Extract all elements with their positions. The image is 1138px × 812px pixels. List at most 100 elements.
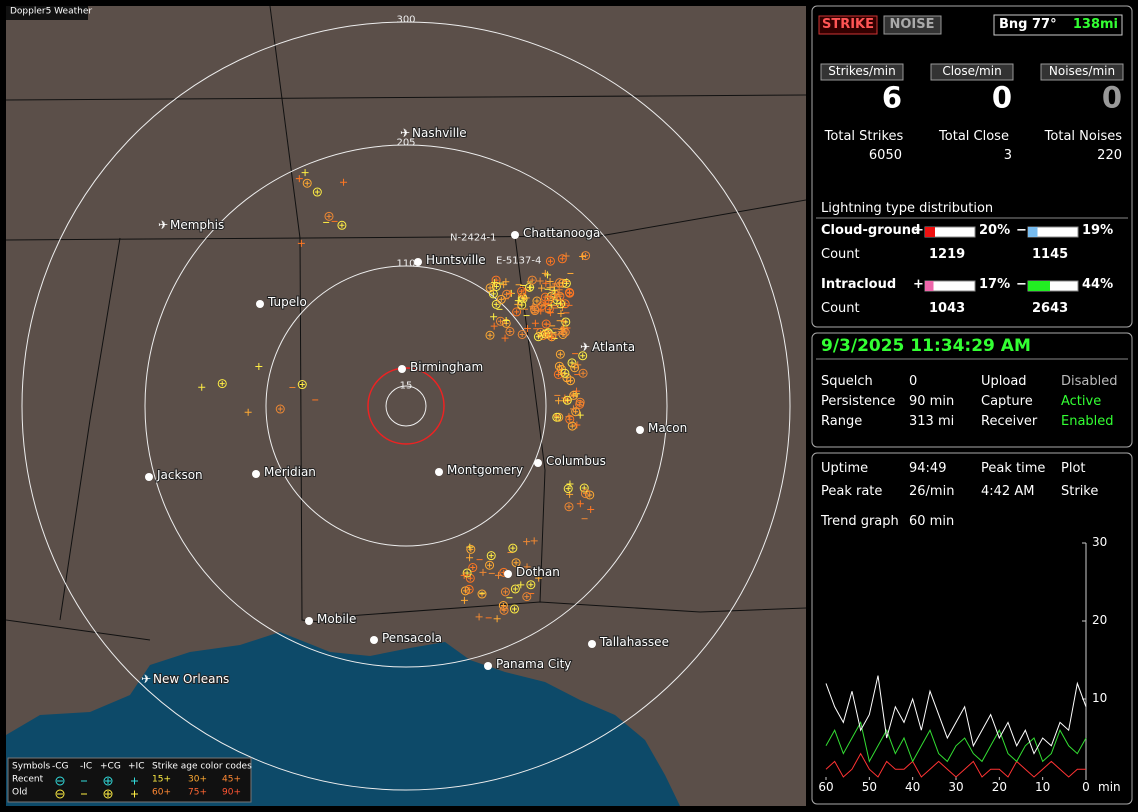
x-tick-label: 30 [948, 780, 963, 794]
strike-symbol [546, 306, 552, 312]
city-dot [414, 258, 422, 266]
strike-symbol [566, 504, 572, 510]
strike-symbol [545, 256, 555, 266]
strike-symbol [528, 582, 534, 588]
strike-symbol [557, 351, 563, 357]
city-label: Memphis [170, 218, 224, 232]
strike-symbol [470, 565, 476, 571]
strike-symbol [560, 327, 570, 337]
setting: Receiver [981, 414, 1038, 429]
ring-label: 15 [400, 380, 413, 391]
bearing: Bng 77° [999, 17, 1057, 32]
rate-label: Strikes/min [828, 64, 895, 78]
strike-symbol [569, 405, 577, 413]
trend-line [825, 675, 1087, 755]
strike-symbol [579, 483, 589, 493]
strike-symbol [501, 334, 509, 342]
panel [811, 5, 1133, 328]
strike-symbol [512, 307, 522, 317]
airport-icon: ✈ [141, 672, 151, 686]
city-label: Chattanooga [523, 226, 600, 240]
stat: 4:42 AM [981, 484, 1034, 499]
strike-symbol [314, 189, 320, 195]
city-label: Meridian [264, 465, 316, 479]
strike-symbol [297, 239, 305, 247]
strike-symbol [508, 543, 518, 553]
count-label: Count [821, 301, 860, 316]
setting: Persistence [821, 394, 895, 409]
strike-symbol [477, 589, 487, 599]
strike-symbol [326, 213, 332, 219]
strike-symbol [496, 294, 506, 304]
strike-symbol [490, 291, 496, 297]
strike-symbol [523, 324, 531, 332]
sign: + [913, 277, 924, 292]
x-tick-label: 60 [818, 780, 833, 794]
strike-symbol [564, 397, 572, 405]
strike-symbol [490, 313, 498, 321]
strike-button[interactable] [818, 15, 878, 35]
strike-symbol [468, 546, 474, 552]
city-label: Montgomery [447, 463, 523, 477]
age-code: 30+ [188, 775, 207, 785]
strike-symbol [493, 615, 501, 623]
range-ring [265, 265, 547, 547]
pct-label: 44% [1082, 277, 1113, 292]
badge-bg [6, 6, 88, 20]
strike-symbol [277, 406, 283, 412]
age-code: 90+ [222, 788, 241, 798]
pct-label: 17% [979, 277, 1010, 292]
legend-header: -IC [80, 762, 92, 772]
range-ring [21, 21, 791, 791]
strike-symbol [460, 571, 468, 579]
strike-symbol [498, 601, 508, 611]
strike-symbol [505, 326, 515, 336]
strike-symbol [512, 586, 518, 592]
setting: 90 min [909, 394, 954, 409]
strike-symbol [581, 251, 591, 261]
trend-line [825, 721, 1087, 763]
strike-symbol [500, 587, 510, 597]
strike-symbol [557, 254, 567, 264]
strike-symbol [498, 296, 504, 302]
strike-symbol [519, 288, 525, 294]
age-code: 45+ [222, 775, 241, 785]
pct-label: 19% [1082, 223, 1113, 238]
strike-symbol [562, 329, 568, 335]
strike-symbol [557, 280, 563, 286]
bearing-box [993, 14, 1123, 36]
strike-symbol [462, 568, 472, 578]
y-tick-label: 20 [1092, 613, 1107, 627]
strike-symbol [465, 573, 475, 583]
strike-symbol [546, 309, 554, 317]
strike-symbol [527, 275, 537, 285]
strike-symbol [490, 279, 498, 287]
strike-symbol [563, 484, 573, 494]
type-name: Cloud-ground [821, 223, 920, 238]
setting: 313 mi [909, 414, 954, 429]
city-label: Pensacola [382, 631, 442, 645]
clock: 9/3/2025 11:34:29 AM [821, 336, 1031, 356]
strike-symbol [506, 289, 514, 297]
sign: − [1016, 223, 1027, 238]
strike-symbol [497, 318, 503, 324]
strike-symbol [560, 368, 570, 378]
strike-symbol [572, 365, 578, 371]
strike-symbol [552, 412, 562, 422]
rate-label-bg [1040, 63, 1124, 81]
strike-symbol [563, 319, 569, 325]
strike-symbol [517, 286, 527, 296]
strike-symbol [502, 278, 510, 286]
stat: Peak time [981, 461, 1045, 476]
noise-button[interactable] [883, 15, 942, 35]
legend-row: Recent [12, 775, 44, 785]
state-border [6, 94, 806, 101]
city-label: New Orleans [153, 672, 229, 686]
strike-symbol [302, 178, 312, 188]
strike-symbol [580, 353, 586, 359]
distance: 138mi [1073, 17, 1118, 32]
pct-label: 20% [979, 223, 1010, 238]
strike-symbol [548, 334, 556, 342]
strike-symbol [566, 480, 574, 488]
sign: − [1016, 277, 1027, 292]
